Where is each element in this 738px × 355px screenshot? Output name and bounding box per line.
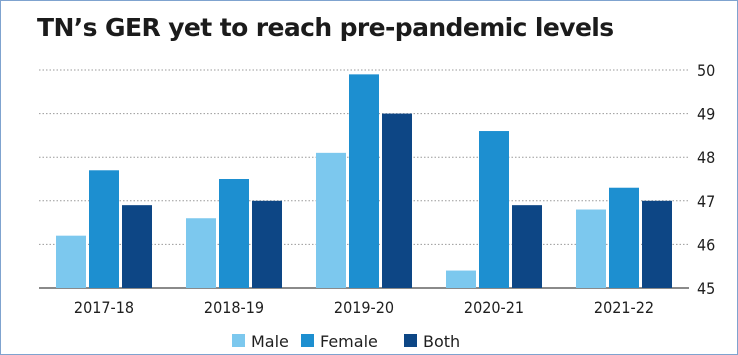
legend-label-both: Both	[423, 332, 460, 351]
bar-male-2021-22	[576, 209, 606, 288]
x-tick-label: 2017-18	[74, 298, 134, 317]
bar-male-2019-20	[316, 152, 346, 288]
bar-female-2019-20	[349, 74, 379, 288]
y-tick-label: 48	[697, 148, 715, 167]
bar-male-2020-21	[446, 270, 476, 288]
y-tick-label: 50	[697, 61, 715, 80]
legend-swatch-male	[232, 334, 245, 347]
x-tick-label: 2020-21	[464, 298, 524, 317]
bar-female-2018-19	[219, 179, 249, 288]
y-axis-ticks: 45 46 47 48 49 50	[697, 61, 715, 298]
chart-title: TN’s GER yet to reach pre-pandemic level…	[37, 13, 614, 42]
legend-swatch-female	[301, 334, 314, 347]
bar-female-2021-22	[609, 187, 639, 288]
y-tick-label: 47	[697, 192, 715, 211]
y-tick-label: 46	[697, 235, 715, 254]
x-tick-label: 2021-22	[594, 298, 654, 317]
bar-female-2017-18	[89, 170, 119, 288]
bar-female-2020-21	[479, 131, 509, 288]
bar-male-2018-19	[186, 218, 216, 288]
legend-label-female: Female	[320, 332, 378, 351]
y-tick-label: 45	[697, 279, 715, 298]
legend-label-male: Male	[251, 332, 289, 351]
legend: Male Female Both	[232, 332, 460, 351]
y-tick-label: 49	[697, 105, 715, 124]
bar-both-2020-21	[512, 205, 542, 288]
bars	[56, 74, 672, 288]
x-axis-ticks: 2017-18 2018-19 2019-20 2020-21 2021-22	[74, 298, 654, 317]
legend-swatch-both	[404, 334, 417, 347]
x-tick-label: 2018-19	[204, 298, 264, 317]
x-tick-label: 2019-20	[334, 298, 394, 317]
bar-both-2018-19	[252, 200, 282, 288]
bar-both-2021-22	[642, 200, 672, 288]
bar-both-2019-20	[382, 113, 412, 288]
bar-male-2017-18	[56, 235, 86, 288]
bar-both-2017-18	[122, 205, 152, 288]
